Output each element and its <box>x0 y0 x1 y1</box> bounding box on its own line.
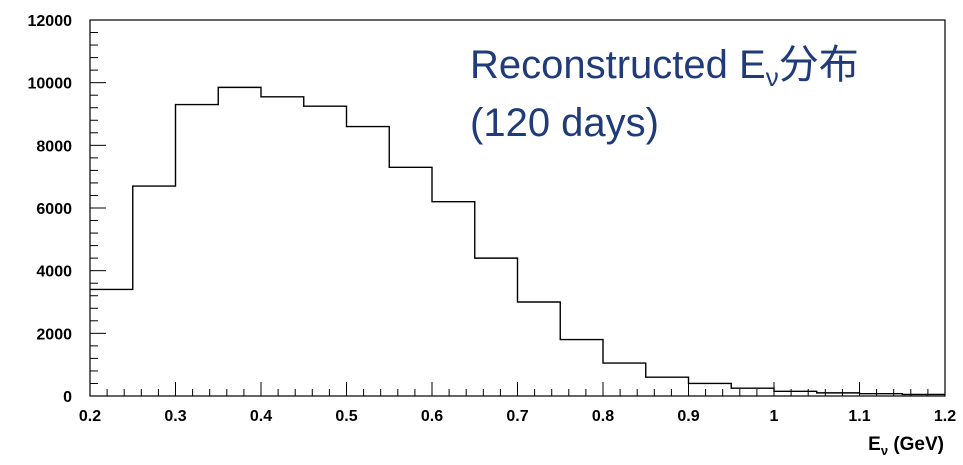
histogram-bin <box>475 258 518 396</box>
chart-annotation-line1: Reconstructed Eν分布 <box>470 43 859 92</box>
histogram-bin <box>389 167 432 396</box>
x-tick-label: 0.4 <box>250 408 272 425</box>
x-tick-label: 0.3 <box>164 408 186 425</box>
x-tick-label: 0.2 <box>79 408 101 425</box>
x-tick-label: 1.1 <box>848 408 870 425</box>
histogram-bin <box>774 391 817 396</box>
histogram-bin <box>261 97 304 396</box>
x-tick-label: 0.7 <box>506 408 528 425</box>
histogram-bin <box>731 388 774 396</box>
chart-annotation-line2: (120 days) <box>470 101 659 145</box>
histogram-bin <box>176 105 219 396</box>
x-tick-label: 0.5 <box>335 408 357 425</box>
y-tick-label: 10000 <box>28 76 73 93</box>
histogram-bin <box>518 302 561 396</box>
y-tick-label: 8000 <box>36 138 72 155</box>
histogram-bin <box>304 106 347 396</box>
x-axis: 0.2 0.3 0.4 0.5 0.6 0.7 0.8 0.9 1 1.1 1.2 <box>79 382 956 425</box>
histogram-bin <box>218 87 261 396</box>
histogram-bin <box>560 340 603 396</box>
x-tick-label: 1.2 <box>934 408 956 425</box>
histogram-bin <box>90 289 133 396</box>
x-tick-label: 1 <box>770 408 779 425</box>
histogram-bin <box>432 202 475 396</box>
y-tick-label: 0 <box>63 389 72 406</box>
x-tick-label: 0.6 <box>421 408 443 425</box>
histogram-bin <box>689 383 732 396</box>
x-tick-label: 0.9 <box>677 408 699 425</box>
x-axis-label: Eν (GeV) <box>868 434 944 458</box>
histogram-line <box>90 86 945 396</box>
x-tick-label: 0.8 <box>592 408 614 425</box>
histogram-bin <box>646 377 689 396</box>
histogram-bin <box>133 186 176 396</box>
y-tick-label: 12000 <box>28 13 73 30</box>
histogram-bin <box>603 363 646 396</box>
histogram-bin <box>347 127 390 396</box>
y-tick-label: 4000 <box>36 264 72 281</box>
y-axis: 0 2000 4000 6000 8000 10000 12000 <box>28 13 106 406</box>
y-tick-label: 6000 <box>36 201 72 218</box>
y-tick-label: 2000 <box>36 326 72 343</box>
